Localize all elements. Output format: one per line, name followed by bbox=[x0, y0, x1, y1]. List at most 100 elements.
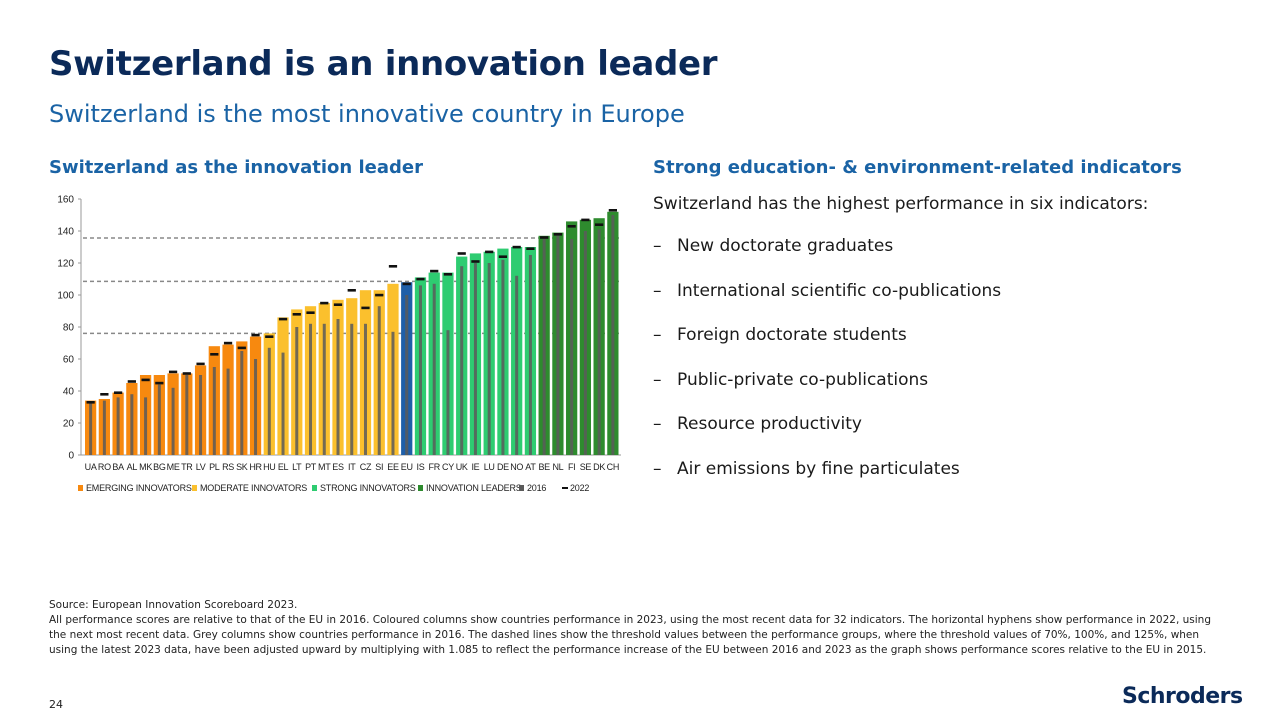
x-tick-label: ES bbox=[332, 462, 344, 472]
bar-2016 bbox=[473, 263, 477, 455]
marker-2022 bbox=[581, 218, 590, 222]
list-item: – Air emissions by fine particulates bbox=[653, 459, 1001, 504]
x-tick-label: UA bbox=[85, 462, 97, 472]
bar-2016 bbox=[102, 400, 106, 455]
indicator-text: International scientific co-publications bbox=[677, 280, 1002, 301]
legend-swatch bbox=[78, 485, 83, 491]
x-tick-label: AT bbox=[525, 462, 536, 472]
bar-2016 bbox=[116, 397, 120, 455]
indicator-text: Resource productivity bbox=[677, 414, 862, 434]
x-tick-label: CZ bbox=[360, 462, 372, 472]
chart-heading: Switzerland as the innovation leader bbox=[49, 157, 423, 178]
bar-2016 bbox=[185, 375, 189, 455]
legend-swatch bbox=[192, 485, 197, 491]
legend-swatch bbox=[418, 485, 423, 491]
marker-2022 bbox=[155, 381, 164, 385]
source-line: Source: European Innovation Scoreboard 2… bbox=[49, 599, 298, 611]
legend-label: 2016 bbox=[527, 483, 546, 493]
x-tick-label: EU bbox=[401, 462, 413, 472]
marker-2022 bbox=[498, 255, 508, 258]
x-tick-label: IS bbox=[417, 462, 425, 472]
marker-2022 bbox=[540, 236, 549, 239]
list-item: – International scientific co-publication… bbox=[653, 281, 1001, 326]
x-tick-label: BA bbox=[112, 462, 124, 472]
x-tick-label: TR bbox=[181, 462, 193, 472]
indicator-text: Foreign doctorate students bbox=[677, 325, 907, 345]
legend-swatch bbox=[519, 485, 524, 491]
page-number: 24 bbox=[49, 698, 63, 711]
marker-2022 bbox=[292, 313, 301, 316]
bar-2016 bbox=[501, 259, 505, 455]
x-tick-label: LU bbox=[484, 462, 495, 472]
bar-2016 bbox=[515, 275, 519, 455]
marker-2022 bbox=[471, 260, 480, 263]
y-tick-label: 40 bbox=[63, 387, 75, 398]
x-tick-label: RS bbox=[222, 462, 234, 472]
indicators-heading: Strong education- & environment-related … bbox=[653, 157, 1182, 178]
marker-2022 bbox=[512, 245, 521, 249]
x-tick-label: IE bbox=[471, 462, 479, 472]
bullet-dash: – bbox=[653, 458, 662, 479]
bar-2016 bbox=[391, 331, 395, 455]
indicator-text: Air emissions by fine particulates bbox=[677, 458, 960, 479]
legend-label: 2022 bbox=[570, 483, 589, 493]
page-title: Switzerland is an innovation leader bbox=[49, 44, 718, 84]
y-tick-label: 140 bbox=[57, 227, 74, 238]
bullet-dash: – bbox=[653, 280, 662, 301]
marker-2022 bbox=[265, 335, 274, 338]
x-tick-label: SI bbox=[375, 462, 383, 472]
bar-2016 bbox=[281, 352, 285, 455]
marker-2022 bbox=[416, 277, 425, 281]
x-tick-label: DK bbox=[593, 462, 605, 472]
bar-2016 bbox=[350, 323, 354, 455]
bar-2016 bbox=[130, 394, 134, 455]
marker-2022 bbox=[443, 273, 453, 276]
marker-2022 bbox=[113, 391, 123, 394]
x-tick-label: SK bbox=[236, 462, 248, 472]
bar-2016 bbox=[363, 323, 367, 455]
bar-2016 bbox=[556, 234, 560, 455]
x-tick-label: DE bbox=[497, 462, 509, 472]
x-tick-label: HR bbox=[249, 462, 262, 472]
legend-label: EMERGING INNOVATORS bbox=[86, 483, 192, 493]
x-tick-label: MT bbox=[318, 462, 331, 472]
legend-swatch bbox=[312, 485, 317, 491]
bar-2016 bbox=[89, 402, 93, 455]
bar-2016 bbox=[405, 295, 409, 455]
bar-2016 bbox=[487, 263, 491, 455]
marker-2022 bbox=[306, 311, 315, 314]
legend-swatch bbox=[562, 487, 568, 489]
bar-2016 bbox=[309, 323, 313, 455]
bar-2016 bbox=[295, 327, 299, 455]
source-notes: Source: European Innovation Scoreboard 2… bbox=[49, 598, 1229, 658]
marker-2022 bbox=[553, 233, 563, 236]
legend-label: STRONG INNOVATORS bbox=[320, 483, 416, 493]
indicator-text: Public-private co-publications bbox=[677, 369, 929, 390]
footnote: All performance scores are relative to t… bbox=[49, 614, 1211, 656]
x-tick-label: FR bbox=[429, 462, 441, 472]
marker-2022 bbox=[526, 247, 535, 250]
bar-2016 bbox=[336, 319, 340, 455]
bar-2016 bbox=[377, 306, 381, 455]
bar-2016 bbox=[542, 239, 546, 455]
schroders-logo: Schroders bbox=[1122, 684, 1243, 709]
bar-2016 bbox=[144, 397, 148, 455]
bullet-dash: – bbox=[653, 236, 662, 256]
marker-2022 bbox=[347, 289, 356, 292]
marker-2022 bbox=[196, 362, 205, 366]
bar-2016 bbox=[322, 323, 326, 455]
bar-2016 bbox=[528, 255, 532, 455]
bar-2016 bbox=[212, 367, 216, 455]
x-tick-label: IT bbox=[348, 462, 356, 472]
marker-2022 bbox=[86, 401, 95, 404]
x-tick-label: EL bbox=[278, 462, 289, 472]
x-tick-label: ME bbox=[167, 462, 180, 472]
x-tick-label: NO bbox=[510, 462, 523, 472]
marker-2022 bbox=[361, 306, 370, 310]
x-tick-label: BG bbox=[153, 462, 166, 472]
marker-2022 bbox=[182, 372, 191, 375]
x-tick-label: LV bbox=[196, 462, 206, 472]
legend-label: INNOVATION LEADERS bbox=[426, 483, 522, 493]
bar-2016 bbox=[226, 368, 230, 455]
